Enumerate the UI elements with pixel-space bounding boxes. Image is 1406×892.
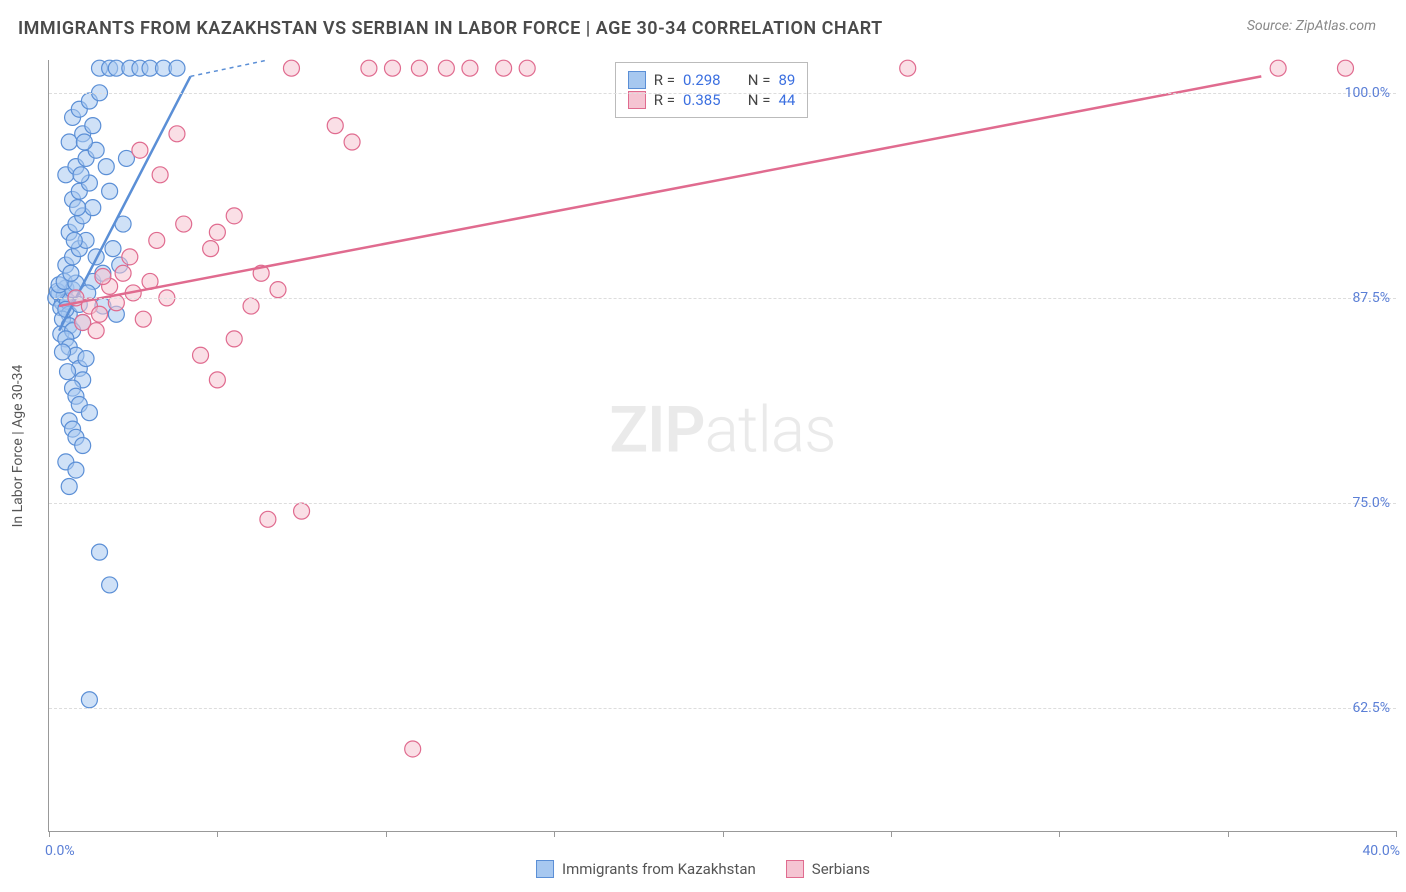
legend-R-label: R = bbox=[654, 71, 675, 89]
y-tick-label: 100.0% bbox=[1345, 85, 1390, 101]
legend-swatch bbox=[536, 860, 554, 878]
y-axis-label: In Labor Force | Age 30-34 bbox=[10, 365, 26, 528]
legend-label: Serbians bbox=[812, 860, 870, 878]
legend-swatch bbox=[786, 860, 804, 878]
series-legend: Immigrants from Kazakhstan Serbians bbox=[536, 860, 870, 878]
x-tick-label: 40.0% bbox=[1362, 843, 1400, 859]
y-tick-label: 62.5% bbox=[1352, 700, 1390, 716]
stats-legend: R = 0.298 N = 89R = 0.385 N = 44 bbox=[615, 62, 809, 118]
scatter-svg bbox=[49, 60, 1396, 831]
legend-R-value: 0.298 bbox=[683, 71, 721, 89]
chart-area: ZIPatlas R = 0.298 N = 89R = 0.385 N = 4… bbox=[48, 60, 1396, 832]
legend-label: Immigrants from Kazakhstan bbox=[562, 860, 756, 878]
x-tick-label: 0.0% bbox=[45, 843, 75, 859]
legend-N-label: N = bbox=[748, 71, 771, 89]
chart-title: IMMIGRANTS FROM KAZAKHSTAN VS SERBIAN IN… bbox=[18, 18, 883, 39]
legend-swatch bbox=[628, 71, 646, 89]
legend-item: Immigrants from Kazakhstan bbox=[536, 860, 756, 878]
legend-N-value: 89 bbox=[778, 71, 795, 89]
legend-item: Serbians bbox=[786, 860, 870, 878]
source-label: Source: ZipAtlas.com bbox=[1247, 18, 1376, 34]
y-tick-label: 75.0% bbox=[1352, 495, 1390, 511]
plot-region: ZIPatlas R = 0.298 N = 89R = 0.385 N = 4… bbox=[48, 60, 1396, 832]
y-tick-label: 87.5% bbox=[1352, 290, 1390, 306]
